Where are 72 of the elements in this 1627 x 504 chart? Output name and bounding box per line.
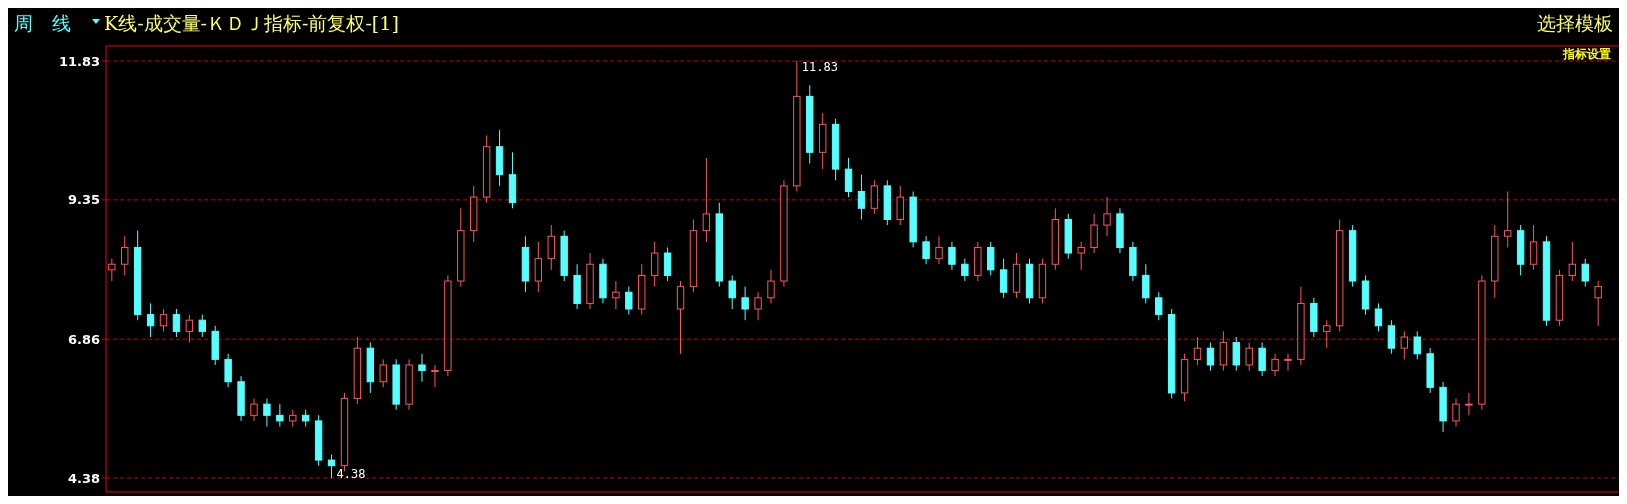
candlestick <box>702 157 711 243</box>
annotation: 指标设置 <box>1562 47 1611 61</box>
candlestick <box>870 179 879 215</box>
candlestick <box>198 314 206 338</box>
candlestick <box>1387 319 1396 355</box>
candlestick <box>547 224 555 271</box>
candlestick <box>1258 342 1266 377</box>
candlestick <box>676 280 685 355</box>
candlestick <box>625 286 633 316</box>
candlestick <box>224 353 232 388</box>
candlestick <box>1232 336 1240 372</box>
candlestick <box>276 403 284 428</box>
candlestick <box>1504 191 1512 248</box>
candlestick <box>379 358 387 388</box>
candlestick <box>250 398 258 422</box>
candlestick <box>1206 342 1215 372</box>
candlestick <box>896 185 904 226</box>
candlestick <box>1529 224 1538 271</box>
candlestick <box>1245 342 1253 372</box>
candlestick <box>172 308 181 338</box>
y-tick-label: 6.86 <box>67 331 100 347</box>
candlestick <box>1103 196 1111 237</box>
candlestick <box>754 291 762 321</box>
candlestick <box>1193 336 1202 366</box>
candlestick <box>1077 241 1085 271</box>
candlestick <box>534 241 543 293</box>
candlestick <box>1594 280 1602 327</box>
candlestick <box>418 353 426 383</box>
annotation: 4.38 <box>336 467 366 482</box>
candlestick <box>1271 353 1279 377</box>
candlestick <box>1219 330 1228 372</box>
candlestick <box>999 258 1008 299</box>
candlestick <box>146 302 155 338</box>
text: 选择模板 <box>1537 12 1613 34</box>
candlestick <box>1374 302 1383 332</box>
y-tick-label: 11.83 <box>58 53 100 69</box>
candlestick <box>1142 263 1150 304</box>
candlestick <box>121 235 129 276</box>
candlestick <box>431 364 439 388</box>
candlestick <box>1155 291 1163 321</box>
candlestick <box>1090 213 1098 254</box>
candlestick <box>767 269 775 304</box>
candlestick <box>263 398 271 428</box>
candlestick <box>728 274 736 310</box>
candlestick <box>663 246 672 282</box>
candlestick <box>612 280 620 310</box>
y-tick-label: 4.38 <box>67 470 100 486</box>
candlestick <box>108 258 116 282</box>
candlestick <box>857 174 866 220</box>
candlestick <box>1568 241 1577 282</box>
chart-title: K线-成交量-ＫＤＪ指标-前复权-[1] <box>104 12 399 34</box>
candlestick <box>185 314 194 344</box>
candlestick <box>327 454 336 479</box>
candlestick <box>961 258 969 282</box>
candlestick <box>1400 330 1409 360</box>
chart-subtitle: 周 线 <box>14 12 71 34</box>
candlestick <box>1452 398 1460 428</box>
candlestick <box>1284 353 1292 372</box>
candlestick <box>159 308 168 332</box>
candlestick <box>922 235 930 265</box>
candlestick <box>935 235 943 265</box>
candlestick <box>844 157 853 198</box>
annotation: 11.83 <box>801 60 838 75</box>
candlestick <box>650 241 659 288</box>
candlestick <box>1413 330 1421 360</box>
candlestick <box>948 241 956 271</box>
y-tick-label: 9.35 <box>67 192 100 208</box>
candlestick <box>1581 258 1589 288</box>
candlestick <box>1465 392 1473 416</box>
candlestick <box>1323 319 1331 349</box>
candlestick <box>741 286 749 321</box>
candlestick <box>987 241 995 276</box>
